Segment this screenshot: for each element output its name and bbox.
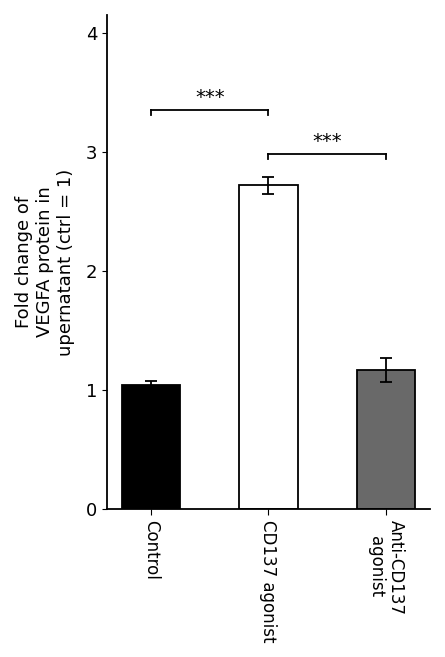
Text: ***: *** — [195, 87, 225, 106]
Text: ***: *** — [312, 131, 342, 150]
Bar — [239, 185, 298, 509]
Y-axis label: Fold change of
VEGFA protein in
upernatant (ctrl = 1): Fold change of VEGFA protein in upernata… — [15, 168, 75, 355]
Bar — [356, 370, 415, 509]
Bar — [121, 385, 180, 509]
